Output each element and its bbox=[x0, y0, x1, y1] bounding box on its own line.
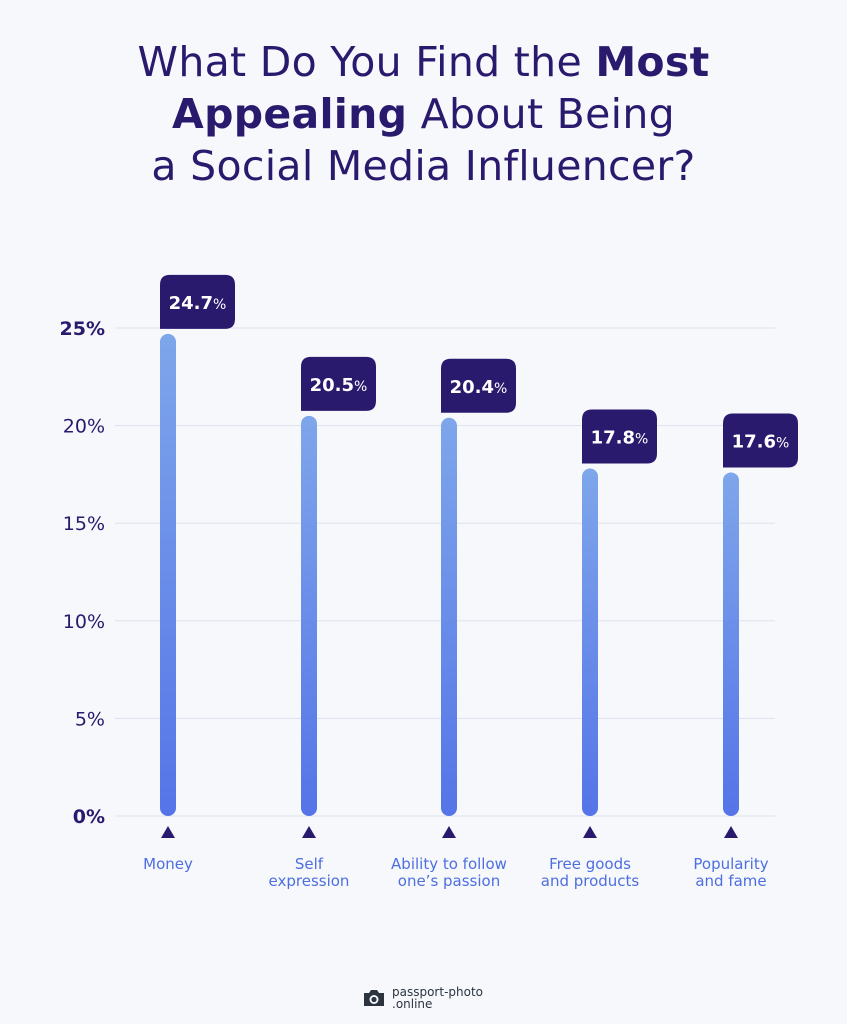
bar bbox=[160, 333, 176, 816]
bar bbox=[301, 415, 317, 816]
y-tick-label: 10% bbox=[63, 611, 105, 633]
category-marker-triangle-icon bbox=[583, 826, 597, 838]
data-label-box bbox=[723, 413, 798, 468]
category-label: expression bbox=[269, 872, 350, 890]
chart-title: What Do You Find the Most Appealing Abou… bbox=[137, 38, 710, 190]
y-tick-label: 25% bbox=[60, 318, 105, 340]
data-label-box bbox=[582, 409, 657, 464]
data-label: 20.5% bbox=[310, 375, 368, 396]
category-label: Ability to follow bbox=[391, 855, 507, 873]
data-label: 17.6% bbox=[732, 431, 790, 452]
category-label: and fame bbox=[695, 872, 766, 890]
y-tick-label: 5% bbox=[75, 708, 105, 730]
data-label-box bbox=[441, 358, 516, 413]
category-marker-triangle-icon bbox=[302, 826, 316, 838]
category-marker-triangle-icon bbox=[161, 826, 175, 838]
y-tick-label: 20% bbox=[63, 416, 105, 438]
category-marker-triangle-icon bbox=[724, 826, 738, 838]
category-label: Popularity bbox=[693, 855, 768, 873]
category-marker-triangle-icon bbox=[442, 826, 456, 838]
camera-icon bbox=[364, 990, 384, 1006]
bar-chart: 0% 5% 10% 15% 20% 25% 24.7% Money 20.5% Selfexpre… bbox=[60, 274, 798, 890]
y-tick-label: 15% bbox=[63, 513, 105, 535]
category-label: Money bbox=[143, 855, 193, 873]
data-label-box bbox=[301, 356, 376, 411]
bar bbox=[441, 417, 457, 816]
logo: passport-photo .online bbox=[362, 986, 483, 1010]
logo-text-line1: passport-photo bbox=[392, 985, 484, 999]
bar bbox=[582, 468, 598, 816]
category-label: Free goods bbox=[549, 855, 631, 873]
category-label: one’s passion bbox=[398, 872, 500, 890]
category-label: and products bbox=[541, 872, 640, 890]
y-tick-label: 0% bbox=[73, 806, 105, 828]
category-label: Self bbox=[295, 855, 324, 873]
data-label-box bbox=[160, 274, 235, 329]
data-label: 20.4% bbox=[450, 377, 508, 398]
bar bbox=[723, 472, 739, 816]
data-label: 24.7% bbox=[169, 293, 227, 314]
logo-text-line2: .online bbox=[392, 997, 433, 1011]
data-label: 17.8% bbox=[591, 428, 649, 449]
